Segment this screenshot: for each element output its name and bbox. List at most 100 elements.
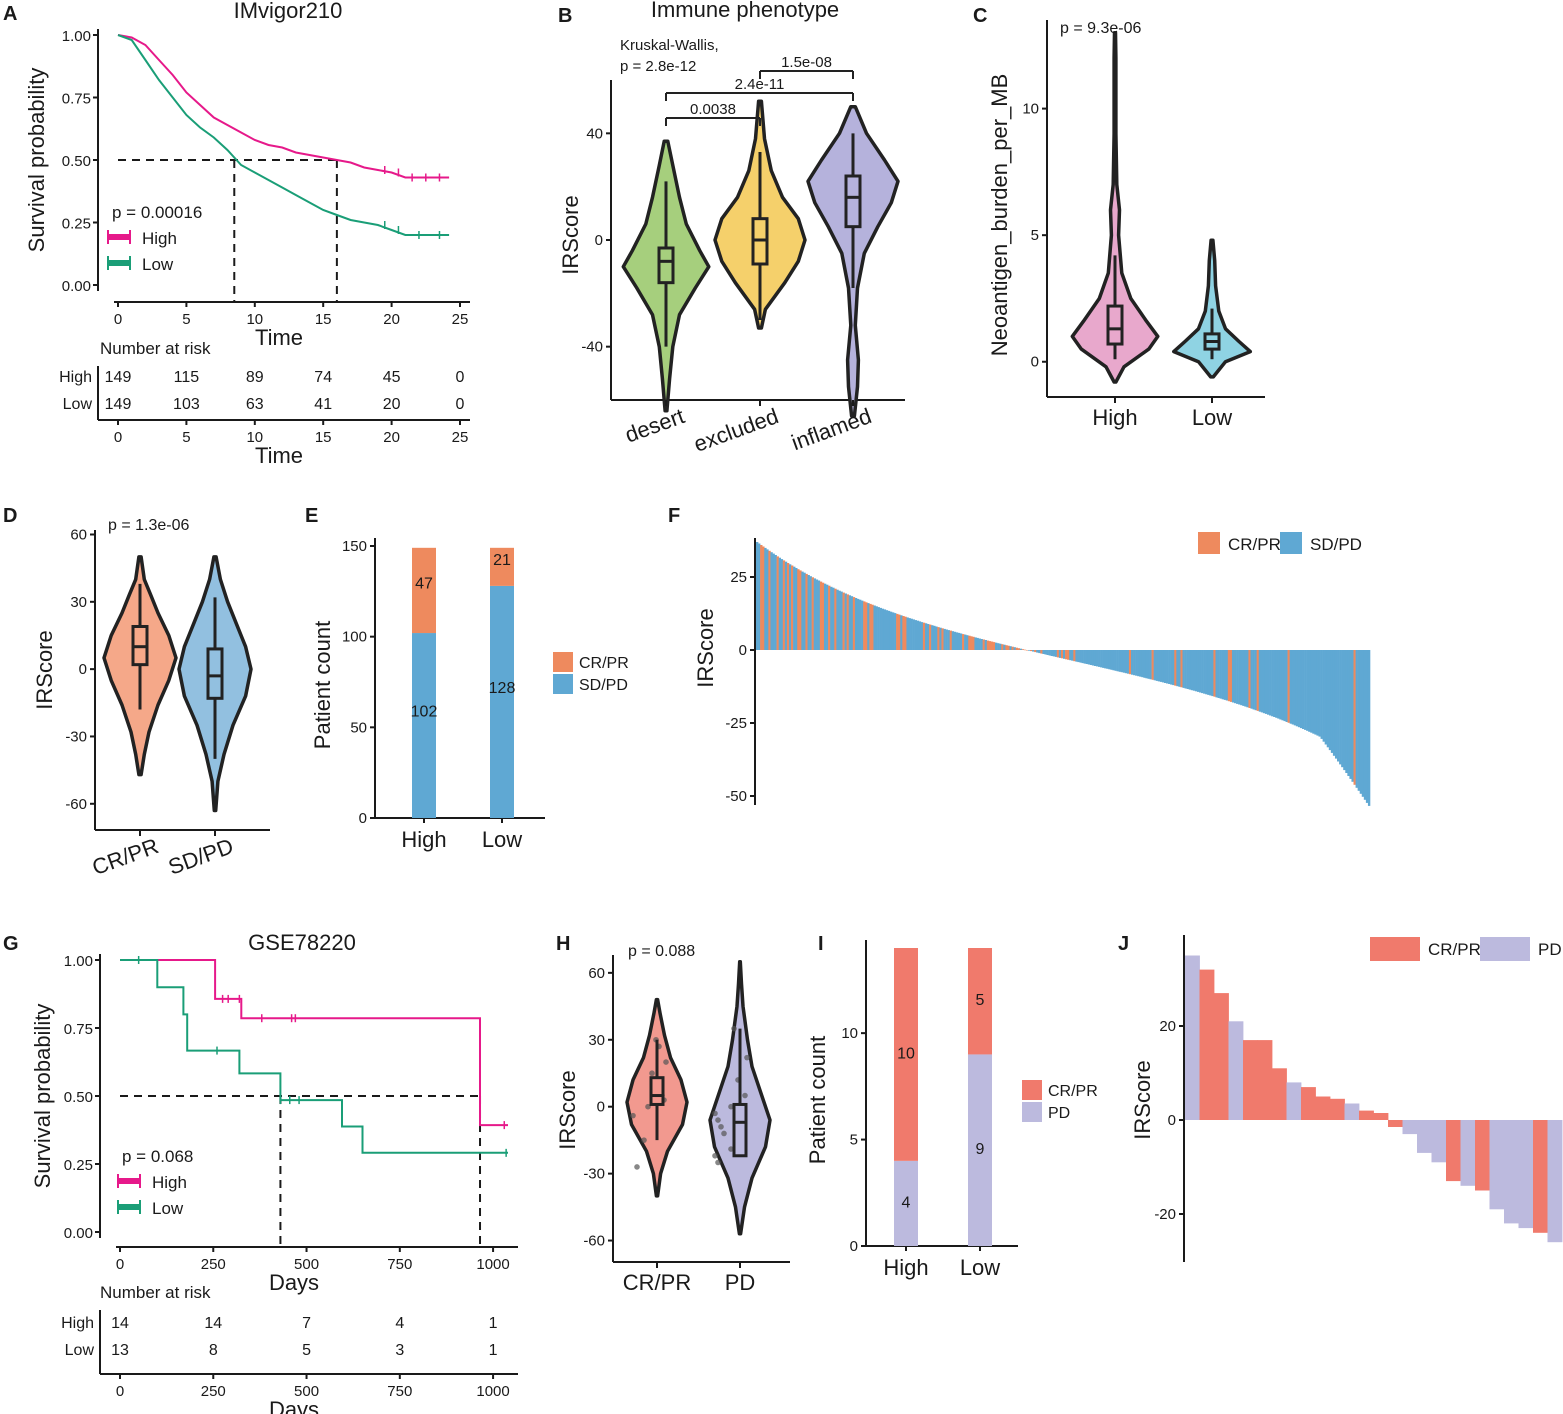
bar-sd-pd: [959, 633, 963, 650]
bar-cr-pr: [1023, 649, 1027, 651]
legend-label: Low: [152, 1199, 184, 1218]
bar-pd: [1286, 1082, 1302, 1120]
bar-cr-pr: [834, 588, 837, 650]
stacked-bar-I: 0 5 10 Patient count 4 10 High 9 5 Low CR/PR PD: [805, 940, 1098, 1280]
bar-sd-pd: [1217, 650, 1220, 698]
bar-sd-pd: [1264, 650, 1268, 714]
bar-data-label: 10: [897, 1045, 915, 1062]
y-axis-label: IRScore: [1130, 1060, 1155, 1139]
bar-sd-pd: [832, 587, 835, 650]
bar-sd-pd: [1032, 650, 1035, 652]
x-tick-label: 10: [246, 311, 263, 328]
data-point: [712, 1152, 718, 1159]
bar-sd-pd: [887, 610, 891, 650]
bar-cr-pr: [1199, 969, 1215, 1120]
bar-cr-pr: [799, 570, 802, 650]
y-axis-label: IRScore: [693, 608, 718, 687]
chart-title: IMvigor210: [234, 0, 343, 23]
data-point: [634, 1164, 640, 1170]
bar-cr-pr: [412, 547, 436, 634]
x-tick-label: excluded: [690, 403, 781, 457]
bar-sd-pd: [1112, 650, 1115, 671]
bar-sd-pd: [1355, 650, 1358, 788]
bar-cr-pr: [869, 603, 872, 650]
bar-sd-pd: [1147, 650, 1150, 679]
risk-count: 8: [209, 1342, 218, 1359]
bar-sd-pd: [861, 600, 864, 650]
bar-sd-pd: [807, 575, 810, 650]
bar-sd-pd: [1182, 650, 1185, 688]
bar-sd-pd: [1102, 650, 1105, 668]
y-tick-label: 1.00: [62, 28, 91, 45]
p-value-label: p = 1.3e-06: [108, 517, 190, 534]
bar-cr-pr: [1001, 644, 1004, 650]
y-tick-label: 30: [70, 594, 87, 611]
bar-sd-pd: [826, 584, 829, 650]
y-tick-label: 0: [850, 1238, 858, 1255]
risk-x-tick-label: 10: [246, 429, 263, 446]
y-tick-label: -60: [583, 1233, 605, 1250]
bar-sd-pd: [1337, 650, 1340, 762]
bar-cr-pr: [1060, 650, 1064, 659]
risk-table-title: Number at risk: [100, 339, 211, 358]
bar-sd-pd: [795, 568, 798, 650]
bar-data-label: 102: [411, 704, 438, 721]
y-axis-label: Survival probability: [30, 1004, 55, 1189]
y-tick-label: 0.75: [64, 1021, 93, 1038]
waterfall-J: 20 0 -20 IRScore CR/PR PD: [1130, 935, 1563, 1262]
legend-label: CR/PR: [579, 655, 629, 672]
bar-sd-pd: [1312, 650, 1315, 734]
bar-sd-pd: [1157, 650, 1161, 682]
bar-sd-pd: [1170, 650, 1173, 685]
bar-sd-pd: [1207, 650, 1210, 695]
bar-sd-pd: [1075, 650, 1078, 662]
bar-sd-pd: [997, 643, 1000, 650]
bar-sd-pd: [1071, 650, 1074, 661]
violin-plot-B: 40 0 -40 IRScore desert excluded inflamed Immun…: [558, 0, 905, 457]
bar-sd-pd: [1044, 650, 1047, 655]
y-axis-label: IRScore: [555, 1070, 580, 1149]
bar-sd-pd: [1254, 650, 1257, 711]
bar-sd-pd: [1351, 650, 1354, 782]
bar-sd-pd: [1330, 650, 1334, 753]
bar-sd-pd: [1293, 650, 1297, 726]
bar-sd-pd: [920, 622, 924, 650]
risk-count: 41: [314, 396, 332, 413]
x-tick-label: 20: [383, 311, 400, 328]
panel-letter-I: I: [818, 933, 824, 955]
bar-sd-pd: [1079, 650, 1082, 663]
bar-sd-pd: [1118, 650, 1121, 672]
bar-sd-pd: [784, 561, 788, 650]
bar-sd-pd: [1361, 650, 1365, 797]
bar-cr-pr: [1067, 650, 1070, 660]
p-value-label: p = 0.068: [122, 1147, 193, 1166]
risk-count: 13: [111, 1342, 129, 1359]
bar-cr-pr: [863, 601, 866, 650]
bar-sd-pd: [1063, 650, 1066, 659]
risk-x-tick-label: 0: [116, 1383, 124, 1400]
x-tick-label: 5: [182, 311, 190, 328]
y-tick-label: -60: [65, 796, 87, 813]
bar-cr-pr: [1017, 648, 1021, 650]
panel-letter-C: C: [973, 5, 987, 27]
bar-sd-pd: [1149, 650, 1152, 680]
bar-sd-pd: [927, 624, 930, 650]
bar-cr-pr: [1151, 650, 1154, 680]
box: [732, 1102, 748, 1158]
legend-label: SD/PD: [1310, 535, 1362, 554]
bar-sd-pd: [1201, 650, 1204, 694]
test-name: Kruskal-Wallis,: [620, 37, 719, 54]
y-tick-label: 0.00: [62, 278, 91, 295]
bar-sd-pd: [856, 598, 860, 650]
legend-key-low: [108, 260, 130, 266]
bar-cr-pr: [1229, 650, 1233, 702]
bar-pd: [894, 1160, 918, 1246]
y-tick-label: 40: [586, 125, 603, 142]
bar-cr-pr: [1030, 650, 1033, 652]
bar-sd-pd: [976, 637, 979, 650]
bar-cr-pr: [992, 642, 996, 650]
bar-sd-pd: [1205, 650, 1208, 695]
x-tick-label: Low: [482, 827, 522, 852]
bar-sd-pd: [1211, 650, 1214, 697]
